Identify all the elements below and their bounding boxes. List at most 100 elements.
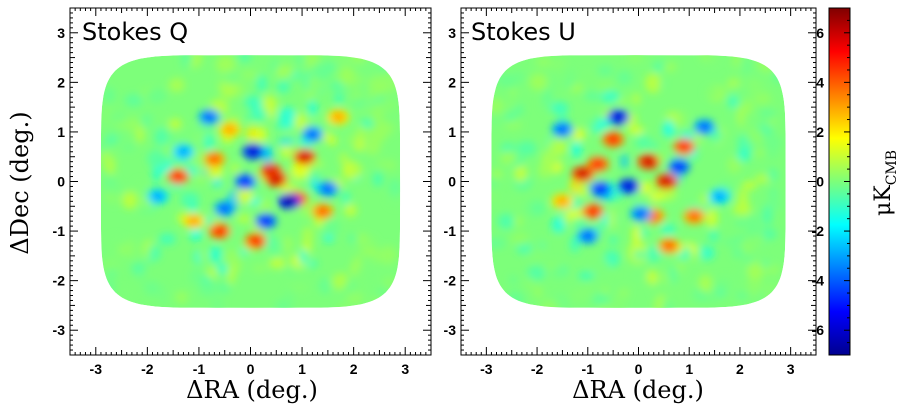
texture-blob xyxy=(513,216,523,227)
texture-blob xyxy=(364,142,381,155)
texture-blob xyxy=(305,90,314,101)
texture-blob xyxy=(705,292,720,304)
texture-blob xyxy=(635,133,650,150)
texture-blob xyxy=(198,250,208,262)
texture-blob xyxy=(146,88,167,104)
texture-blob xyxy=(591,258,611,277)
texture-blob xyxy=(168,118,182,130)
texture-blob xyxy=(137,272,146,284)
texture-blob xyxy=(763,135,783,150)
texture-blob xyxy=(180,192,200,207)
texture-blob xyxy=(349,75,365,87)
stokes-q-ticks: -3 -2 -1 0 1 2 3 -3 -2 -1 0 1 2 3 xyxy=(53,7,432,377)
hot-spot xyxy=(576,169,589,180)
hot-spot xyxy=(678,141,691,152)
texture-blob xyxy=(378,245,398,265)
hot-spot xyxy=(270,174,283,185)
y-tick-label: -2 xyxy=(444,273,457,289)
texture-blob xyxy=(144,280,160,296)
stokes-u-panel: -3 -2 -1 0 1 2 3 -3 -2 -1 0 1 2 3 Stokes U ΔRA (deg.) xyxy=(444,7,817,404)
hot-spot xyxy=(607,134,620,145)
cold-spot xyxy=(218,203,231,214)
texture-blob xyxy=(262,148,273,167)
texture-blob xyxy=(616,287,630,298)
texture-blob xyxy=(269,257,286,269)
map-field xyxy=(491,55,786,308)
y-tick-label: -1 xyxy=(444,223,457,239)
texture-blob xyxy=(345,291,365,306)
texture-blob xyxy=(359,247,378,256)
texture-blob xyxy=(510,197,520,208)
texture-blob xyxy=(660,223,677,236)
texture-blob xyxy=(312,61,332,81)
texture-blob xyxy=(353,87,363,102)
x-tick-label: -3 xyxy=(480,361,493,377)
stokes-u-title: Stokes U xyxy=(471,18,576,46)
texture-blob xyxy=(355,233,369,246)
texture-blob xyxy=(597,65,614,76)
texture-blob xyxy=(335,55,351,67)
x-tick-label: 2 xyxy=(350,361,358,377)
cold-spot xyxy=(247,146,260,157)
texture-blob xyxy=(628,242,648,255)
texture-blob xyxy=(529,73,548,91)
cold-spot xyxy=(239,176,252,187)
texture-blob xyxy=(230,163,240,174)
texture-blob xyxy=(381,99,397,112)
texture-blob xyxy=(168,78,185,93)
texture-blob xyxy=(763,264,781,275)
cold-spot xyxy=(612,112,625,123)
texture-blob xyxy=(491,97,505,115)
hot-spot xyxy=(208,154,221,165)
texture-blob xyxy=(258,198,271,214)
texture-blob xyxy=(236,214,251,223)
texture-blob xyxy=(635,189,655,210)
texture-blob xyxy=(584,91,602,101)
cold-spot xyxy=(177,146,190,157)
hot-spot xyxy=(556,196,569,207)
colorbar-tick-label: 6 xyxy=(816,25,824,41)
texture-blob xyxy=(748,75,764,95)
texture-blob xyxy=(372,171,384,187)
texture-blob xyxy=(491,169,504,179)
texture-blob xyxy=(735,291,749,301)
texture-blob xyxy=(504,120,522,130)
texture-blob xyxy=(533,285,543,299)
texture-blob xyxy=(608,235,619,246)
texture-blob xyxy=(106,158,116,179)
texture-blob xyxy=(550,101,569,115)
texture-blob xyxy=(121,191,138,210)
texture-blob xyxy=(735,218,744,228)
texture-blob xyxy=(124,238,137,259)
cold-spot xyxy=(306,129,319,140)
texture-blob xyxy=(498,77,518,88)
texture-blob xyxy=(255,126,268,143)
cold-spot xyxy=(635,208,648,219)
texture-blob xyxy=(109,112,126,122)
texture-blob xyxy=(579,184,588,199)
texture-blob xyxy=(276,120,296,131)
texture-blob xyxy=(189,228,203,242)
texture-blob xyxy=(759,108,777,119)
texture-blob xyxy=(189,203,198,215)
hot-spot xyxy=(249,235,262,246)
texture-blob xyxy=(238,55,252,63)
texture-blob xyxy=(639,181,654,194)
hot-spot xyxy=(332,112,345,123)
texture-blob xyxy=(741,181,758,190)
texture-blob xyxy=(708,229,719,243)
texture-blob xyxy=(744,213,761,232)
texture-blob xyxy=(646,270,658,285)
y-tick-label: -3 xyxy=(53,322,66,338)
texture-blob xyxy=(245,125,259,142)
texture-blob xyxy=(651,279,663,298)
texture-blob xyxy=(696,245,716,261)
texture-blob xyxy=(512,104,525,116)
texture-blob xyxy=(741,56,752,76)
texture-blob xyxy=(154,127,169,148)
texture-blob xyxy=(301,226,314,245)
colorbar-tick-label: -4 xyxy=(812,273,825,289)
texture-blob xyxy=(344,203,357,217)
texture-blob xyxy=(728,85,745,98)
x-tick-label: 1 xyxy=(298,361,306,377)
